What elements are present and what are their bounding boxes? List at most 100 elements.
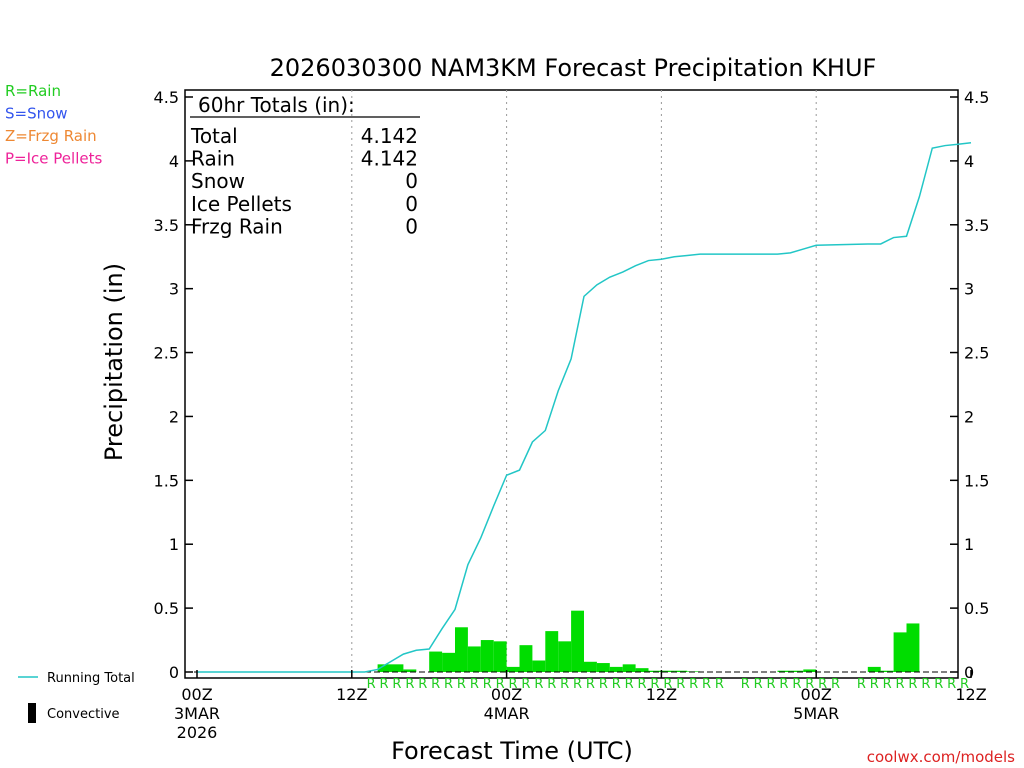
precip-bar xyxy=(635,668,649,672)
precip-bar xyxy=(403,669,417,672)
totals-row-value: 0 xyxy=(405,169,418,193)
running-total-line xyxy=(197,141,972,673)
left-y-tick-label: 1 xyxy=(169,535,179,554)
totals-row-value: 4.142 xyxy=(361,147,418,171)
y-axis-label: Precipitation (in) xyxy=(100,263,128,461)
left-y-tick-label: 0.5 xyxy=(154,599,179,618)
left-y-tick-label: 2 xyxy=(169,407,179,426)
totals-row-label: Snow xyxy=(191,169,245,193)
precip-bar xyxy=(429,651,443,672)
precip-bar xyxy=(880,670,894,672)
precip-type-marker: R xyxy=(496,677,505,692)
x-axis-label: Forecast Time (UTC) xyxy=(391,737,633,765)
precip-type-marker: R xyxy=(676,677,685,692)
precip-type-marker: R xyxy=(638,677,647,692)
precip-bar xyxy=(442,652,455,672)
precip-type-marker: R xyxy=(960,677,969,692)
precip-type-marker: R xyxy=(792,677,801,692)
precip-bar xyxy=(377,664,391,672)
x-tick-label: 5MAR xyxy=(793,704,839,723)
right-y-tick-label: 3 xyxy=(964,280,974,299)
precip-type-marker: R xyxy=(586,677,595,692)
totals-box: 60hr Totals (in): Total 4.142 Rain 4.142 Snow… xyxy=(190,93,420,238)
precip-type-marker: R xyxy=(392,677,401,692)
precip-bar xyxy=(906,623,920,672)
right-y-tick-label: 2 xyxy=(964,407,974,426)
x-tick-label: 12Z xyxy=(336,685,367,704)
precip-type-marker: R xyxy=(457,677,466,692)
precip-type-marker: R xyxy=(470,677,479,692)
precip-type-marker: R xyxy=(818,677,827,692)
precip-type-marker: R xyxy=(779,677,788,692)
totals-row-label: Total xyxy=(190,124,238,148)
right-y-axis: 0 0.5 1 1.5 2 2.5 3 3.5 4 4.5 xyxy=(950,88,989,682)
series-legend-label: Running Total xyxy=(47,671,135,686)
precip-type-marker: R xyxy=(367,677,376,692)
precip-bar xyxy=(596,663,610,672)
precip-bar xyxy=(455,627,468,672)
precip-bar xyxy=(803,669,817,672)
precip-type-marker: R xyxy=(947,677,956,692)
precip-bar xyxy=(867,666,881,672)
precip-type-marker: R xyxy=(883,677,892,692)
legend-z-text: Z=Frzg Rain xyxy=(5,127,97,145)
precip-bar xyxy=(622,664,636,672)
x-tick-label: 2026 xyxy=(177,723,218,742)
precip-bar xyxy=(506,666,520,672)
legend-r-text: R=Rain xyxy=(5,82,61,100)
precip-bar xyxy=(545,631,559,672)
hourly-precip-bars xyxy=(377,610,920,672)
precip-type-marker: R xyxy=(663,677,672,692)
left-y-tick-label: 3.5 xyxy=(154,216,179,235)
precip-type-marker: R xyxy=(547,677,556,692)
precip-type-marker: R xyxy=(831,677,840,692)
precip-type-marker: R xyxy=(405,677,414,692)
precip-type-marker: R xyxy=(767,677,776,692)
precip-bar xyxy=(674,670,688,672)
x-tick-label: 3MAR xyxy=(174,704,220,723)
x-tick-label: 00Z xyxy=(801,685,832,704)
precip-bar xyxy=(609,666,623,672)
left-y-tick-label: 1.5 xyxy=(154,471,179,490)
precip-type-legend: R=Rain S=Snow Z=Frzg Rain P=Ice Pellets xyxy=(5,82,102,168)
precip-type-marker: R xyxy=(599,677,608,692)
right-y-tick-label: 4 xyxy=(964,152,974,171)
precip-bar xyxy=(777,670,791,672)
precip-type-marker: R xyxy=(921,677,930,692)
vertical-gridlines xyxy=(351,90,817,678)
precip-type-marker: R xyxy=(908,677,917,692)
precip-type-marker: R xyxy=(534,677,543,692)
right-y-tick-label: 3.5 xyxy=(964,216,989,235)
x-tick-label: 12Z xyxy=(646,685,677,704)
totals-row-value: 0 xyxy=(405,192,418,216)
x-tick-label: 00Z xyxy=(491,685,522,704)
precip-type-marker: R xyxy=(560,677,569,692)
totals-row-label: Ice Pellets xyxy=(191,192,292,216)
precip-type-marker: R xyxy=(715,677,724,692)
precip-type-marker: R xyxy=(612,677,621,692)
legend-s-text: S=Snow xyxy=(5,105,68,123)
precip-type-marker: R xyxy=(380,677,389,692)
right-y-tick-label: 4.5 xyxy=(964,88,989,107)
plot-area xyxy=(184,89,959,679)
x-tick-label: 4MAR xyxy=(484,704,530,723)
precip-bar xyxy=(558,641,572,672)
precip-type-marker: R xyxy=(483,677,492,692)
totals-row-value: 0 xyxy=(405,214,418,238)
left-y-tick-label: 4 xyxy=(169,152,179,171)
series-legend-label: Convective xyxy=(47,707,120,722)
precip-type-marker: R xyxy=(444,677,453,692)
precip-type-marker: R xyxy=(625,677,634,692)
precip-bar xyxy=(648,670,662,672)
x-tick-label: 00Z xyxy=(181,685,212,704)
precip-type-marker: R xyxy=(573,677,582,692)
precip-bar xyxy=(661,670,675,672)
precip-bar xyxy=(571,610,584,672)
precip-type-marker: R xyxy=(689,677,698,692)
right-y-tick-label: 1.5 xyxy=(964,471,989,490)
totals-row-value: 4.142 xyxy=(361,124,418,148)
precip-type-marker: R xyxy=(650,677,659,692)
